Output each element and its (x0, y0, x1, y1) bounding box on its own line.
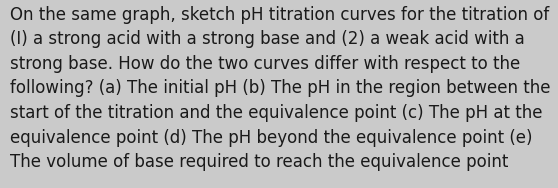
Text: On the same graph, sketch pH titration curves for the titration of
(I) a strong : On the same graph, sketch pH titration c… (10, 6, 551, 171)
